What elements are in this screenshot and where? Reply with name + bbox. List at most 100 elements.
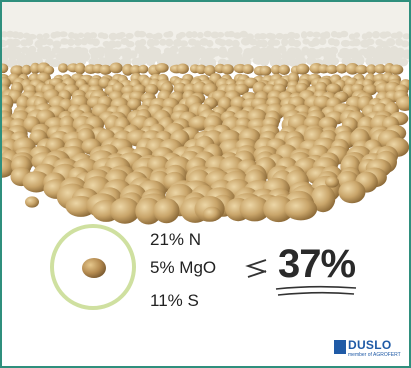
granule bbox=[205, 51, 217, 59]
granule bbox=[372, 31, 380, 39]
granule bbox=[165, 38, 174, 47]
granule bbox=[67, 38, 75, 46]
brand-tagline: member of AGROFERT bbox=[348, 352, 401, 358]
granule bbox=[217, 39, 227, 47]
granule bbox=[99, 64, 112, 75]
granule bbox=[260, 39, 268, 48]
granule bbox=[42, 33, 50, 39]
granule bbox=[340, 30, 349, 38]
granule bbox=[263, 195, 294, 223]
nutrient-sulfur: 11% S bbox=[150, 291, 199, 310]
granule bbox=[398, 58, 409, 67]
brand-name: DUSLO bbox=[348, 338, 392, 352]
granule bbox=[268, 33, 277, 41]
granule bbox=[285, 52, 297, 61]
granule bbox=[89, 32, 98, 39]
granule bbox=[206, 39, 214, 48]
granule bbox=[258, 33, 268, 40]
granule bbox=[118, 31, 126, 38]
granule bbox=[227, 30, 236, 38]
granule bbox=[402, 33, 409, 40]
granule bbox=[323, 31, 331, 39]
granule bbox=[401, 49, 409, 59]
granule bbox=[40, 49, 50, 60]
granule bbox=[129, 65, 142, 75]
granule bbox=[312, 31, 321, 38]
granule bbox=[310, 185, 336, 213]
granule bbox=[204, 65, 216, 76]
granule bbox=[281, 37, 289, 47]
granule bbox=[107, 40, 118, 49]
granule bbox=[210, 31, 220, 39]
granule bbox=[278, 64, 290, 75]
granule bbox=[312, 49, 323, 59]
nutrient-magnesium-oxide: 5% MgO bbox=[150, 258, 217, 277]
granule bbox=[300, 31, 308, 39]
granule bbox=[240, 37, 251, 46]
granule bbox=[93, 50, 105, 59]
granule bbox=[341, 56, 352, 66]
granule bbox=[217, 31, 225, 38]
granule bbox=[145, 55, 156, 67]
single-granule-icon bbox=[82, 258, 106, 278]
granule bbox=[363, 49, 374, 60]
granule bbox=[139, 38, 147, 46]
granule bbox=[365, 57, 376, 66]
granule bbox=[21, 64, 32, 75]
granule bbox=[292, 39, 302, 48]
granule bbox=[25, 37, 34, 46]
granule bbox=[185, 31, 193, 39]
granule bbox=[242, 50, 254, 60]
granule bbox=[25, 196, 39, 208]
granule bbox=[218, 50, 229, 58]
granule bbox=[340, 39, 351, 47]
granule bbox=[169, 45, 179, 54]
granule bbox=[159, 38, 167, 46]
granule bbox=[326, 83, 342, 95]
granule bbox=[154, 32, 163, 40]
granule bbox=[366, 64, 377, 75]
granule bbox=[203, 30, 212, 38]
nutrient-nitrogen: 21% N bbox=[150, 230, 202, 249]
granule bbox=[332, 39, 340, 47]
granule bbox=[179, 40, 188, 47]
total-underline-icon bbox=[275, 285, 357, 296]
granule bbox=[353, 32, 361, 38]
granule bbox=[355, 55, 365, 67]
granule bbox=[365, 38, 375, 46]
total-nutrient-value: 37% bbox=[278, 242, 356, 286]
granule bbox=[7, 50, 18, 62]
less-equal-icon bbox=[245, 259, 267, 278]
granule bbox=[170, 57, 182, 67]
granule bbox=[58, 63, 69, 73]
granule bbox=[155, 63, 169, 73]
granule bbox=[325, 64, 338, 74]
granule bbox=[50, 59, 61, 68]
granule bbox=[137, 55, 147, 67]
granule bbox=[400, 40, 409, 48]
granule bbox=[68, 56, 79, 66]
granule bbox=[112, 49, 122, 60]
granule bbox=[2, 157, 15, 178]
granule bbox=[128, 50, 138, 59]
duslo-logo-icon bbox=[334, 340, 346, 354]
granule bbox=[372, 56, 385, 67]
granule bbox=[384, 31, 392, 38]
granule bbox=[224, 39, 234, 47]
granule-circle bbox=[50, 224, 136, 310]
granule bbox=[73, 38, 83, 46]
granule bbox=[101, 33, 109, 40]
granule bbox=[336, 63, 348, 74]
granule bbox=[374, 64, 387, 74]
granule bbox=[2, 63, 9, 74]
granule bbox=[46, 50, 56, 60]
granule bbox=[365, 31, 373, 39]
granule bbox=[181, 51, 193, 61]
granule bbox=[203, 206, 221, 222]
granule bbox=[352, 38, 361, 47]
granule bbox=[318, 37, 327, 46]
granule bbox=[108, 32, 118, 41]
granule bbox=[46, 38, 54, 46]
granule bbox=[198, 50, 208, 59]
granule bbox=[125, 32, 134, 40]
